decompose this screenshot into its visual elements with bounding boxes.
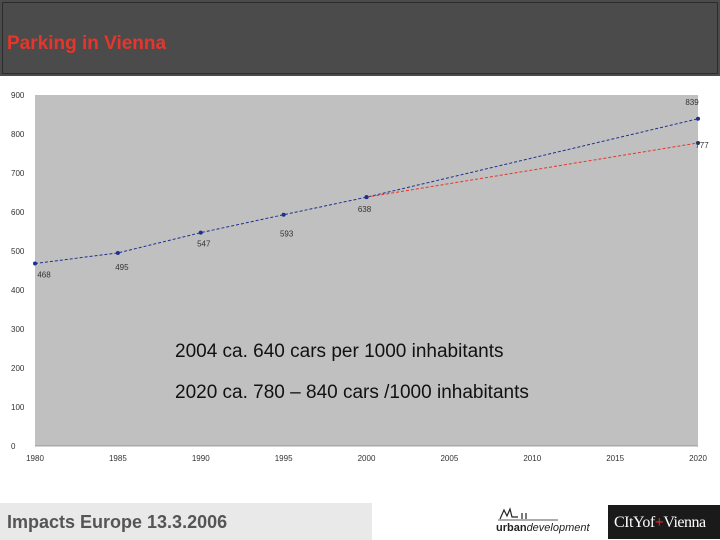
y-tick-label: 400 [11,286,25,295]
footer-text: Impacts Europe 13.3.2006 [7,512,228,532]
x-tick-label: 2000 [358,454,376,463]
y-tick-label: 100 [11,403,25,412]
x-tick-label: 2015 [606,454,624,463]
annotation-2004: 2004 ca. 640 cars per 1000 inhabitants [175,341,504,362]
y-tick-label: 700 [11,169,25,178]
series-line-1 [366,142,699,198]
plot-area [35,95,698,446]
y-tick-label: 200 [11,364,25,373]
data-point [696,116,700,121]
series-line-0 [34,118,699,264]
footer: Impacts Europe 13.3.2006 urbandevelopmen… [0,503,720,540]
header-bar: Parking in Vienna [0,0,720,76]
y-tick-label: 0 [11,442,16,451]
city-logo-mid: of [642,514,655,531]
page-title: Parking in Vienna [7,33,167,54]
data-label: 839 [685,98,699,107]
data-point [364,195,369,200]
y-tick-label: 300 [11,325,25,334]
urban-logo-italic: development [526,522,590,534]
city-logo-suffix: Vienna [663,514,706,531]
city-logo-text: CItYof+Vienna [614,514,706,532]
data-label: 468 [37,270,51,279]
y-tick-label: 900 [11,91,25,100]
urban-logo-text: urbandevelopment [496,522,590,534]
city-of-vienna-logo: CItYof+Vienna [608,505,720,539]
data-point [115,250,120,255]
chart-area: 0 100 200 300 400 500 600 700 800 900 1980 1985 1990… [0,76,720,468]
data-point [281,212,286,217]
data-label: 638 [358,205,372,214]
x-tick-label: 1995 [275,454,293,463]
urban-logo-bold: urban [496,522,527,534]
line-chart: 0 100 200 300 400 500 600 700 800 900 1980 1985 1990… [11,91,709,463]
data-point [33,261,37,266]
urban-development-logo: urbandevelopment [496,507,604,537]
y-tick-label: 500 [11,247,25,256]
y-tick-label: 600 [11,208,25,217]
y-tick-label: 800 [11,130,25,139]
x-tick-label: 2020 [689,454,707,463]
data-point [198,230,203,235]
header-frame [2,2,718,74]
annotation-2020: 2020 ca. 780 – 840 cars /1000 inhabitant… [175,382,529,403]
data-label: 547 [197,240,211,249]
city-logo-cross-icon: + [654,514,664,531]
x-tick-label: 1985 [109,454,127,463]
footer-band: Impacts Europe 13.3.2006 [0,503,372,540]
city-logo-prefix: CItY [614,514,643,531]
x-tick-label: 1980 [26,454,44,463]
x-tick-label: 1990 [192,454,210,463]
data-label: 593 [280,230,294,239]
x-tick-label: 2005 [440,454,458,463]
data-point [696,140,700,145]
data-label: 777 [695,141,709,150]
data-label: 495 [115,263,129,272]
x-tick-label: 2010 [523,454,541,463]
urban-logo-mark-icon [498,507,558,521]
